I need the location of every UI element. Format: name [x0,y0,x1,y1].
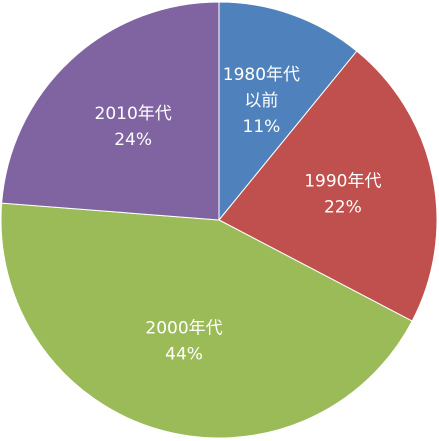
pie-slice [0,202,413,439]
pie-slice [218,50,438,322]
value-label: 11% [243,117,281,137]
slice-label: 2010年代 [95,104,172,124]
slice-label: 以前 [244,91,278,111]
pie-slice [1,1,220,221]
value-label: 44% [165,345,203,365]
slice-label: 1990年代 [304,172,381,192]
value-label: 22% [324,198,362,218]
slice-label: 2000年代 [145,319,222,339]
slice-label: 1980年代 [223,65,300,85]
pie-slice [218,1,358,222]
value-label: 24% [114,130,152,150]
